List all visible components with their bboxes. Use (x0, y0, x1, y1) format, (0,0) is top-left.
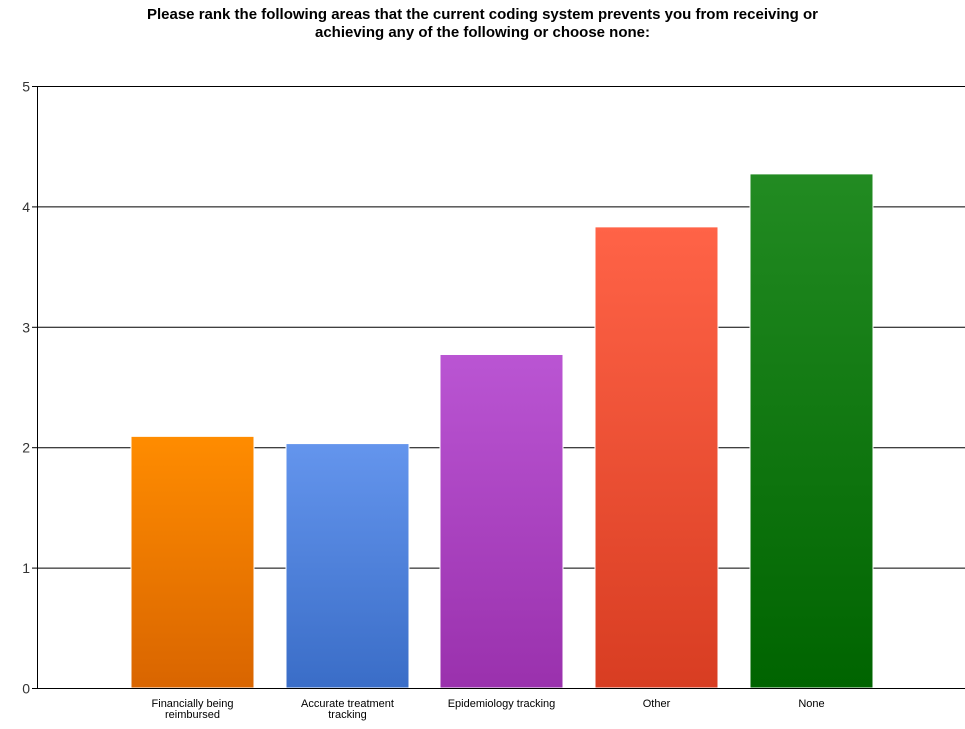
chart-title: Please rank the following areas that the… (0, 6, 965, 42)
x-tick-label-2-line-0: Epidemiology tracking (448, 698, 556, 710)
x-tick-label-3-line-0: Other (643, 698, 671, 710)
chart-title-line-2: achieving any of the following or choose… (314, 24, 651, 41)
x-tick-label-4: None (798, 698, 824, 710)
x-tick-label-4-line-0: None (798, 698, 824, 710)
bars (130, 173, 874, 689)
axes (32, 86, 965, 689)
x-tick-label-0: Financially being reimbursed (152, 698, 234, 721)
y-tick-label-5: 5 (22, 79, 30, 95)
x-tick-label-1-line-1: tracking (328, 709, 367, 721)
x-tick-label-1-line-0: Accurate treatment (301, 698, 394, 710)
y-tick-label-2: 2 (22, 440, 30, 456)
x-tick-label-0-line-1: reimbursed (165, 709, 220, 721)
bar-4 (749, 173, 874, 689)
bar-1 (285, 443, 410, 689)
y-tick-label-1: 1 (22, 560, 30, 576)
bar-2 (439, 353, 564, 689)
y-tick-label-0: 0 (22, 681, 30, 697)
bar-3 (594, 226, 719, 689)
labels: 0 1 2 3 4 5 Financially being reimbursed Accurat… (22, 79, 824, 722)
y-tick-label-3: 3 (22, 319, 30, 335)
y-tick-label-4: 4 (22, 199, 30, 215)
bar-0 (130, 435, 255, 689)
x-tick-label-0-line-0: Financially being (152, 698, 234, 710)
chart-title-line-1: Please rank the following areas that the… (146, 6, 819, 23)
x-tick-label-3: Other (643, 698, 671, 710)
x-tick-label-2: Epidemiology tracking (448, 698, 556, 710)
x-tick-label-1: Accurate treatment tracking (301, 698, 394, 721)
